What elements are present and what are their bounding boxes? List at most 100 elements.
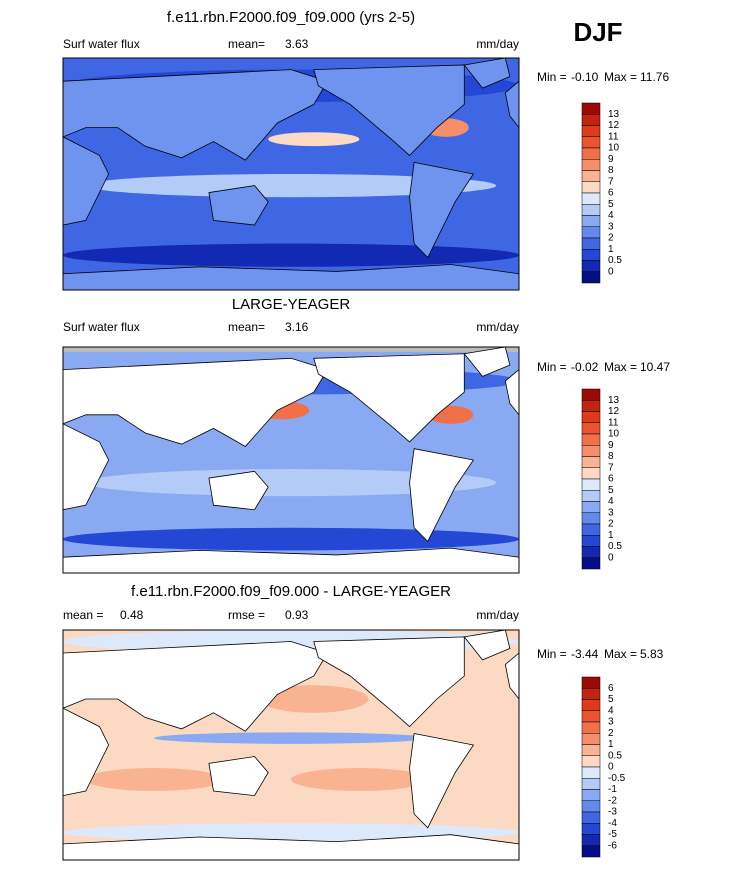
panel-title: LARGE-YEAGER [232, 296, 351, 313]
land [63, 423, 110, 511]
colorbar-label: 5 [608, 199, 614, 210]
colorbar-label: 12 [608, 406, 620, 417]
land [504, 369, 519, 416]
land [208, 185, 269, 226]
field-contour [85, 469, 497, 497]
colorbar-box [581, 226, 601, 239]
variable-label: Surf water flux [63, 37, 140, 51]
colorbar-label: 0 [608, 552, 614, 563]
colorbar-box [581, 388, 601, 401]
colorbar-box [581, 192, 601, 205]
colorbar-box [581, 823, 601, 835]
stat-value: 3.16 [285, 320, 309, 334]
min-label: Min = [537, 647, 567, 661]
land [208, 470, 269, 511]
colorbar-label: 9 [608, 440, 614, 451]
colorbar-label: 7 [608, 462, 614, 473]
colorbar-label: 3 [608, 717, 614, 728]
colorbar-box [581, 721, 601, 734]
min-value: -0.02 [571, 360, 599, 374]
stat-value: 0.93 [285, 608, 309, 622]
colorbar-label: 10 [608, 143, 620, 154]
colorbar-label: 1 [608, 530, 614, 541]
colorbar-box [581, 490, 601, 502]
colorbar-label: -3 [608, 807, 617, 818]
colorbar-box [581, 834, 601, 846]
colorbar-box [581, 260, 601, 272]
colorbar-label: 4 [608, 496, 614, 507]
panel-title: f.e11.rbn.F2000.f09_f09.000 (yrs 2-5) [167, 9, 415, 26]
colorbar-box [581, 789, 601, 801]
colorbar-box [581, 445, 601, 457]
colorbar-label: -1 [608, 784, 617, 795]
field-contour [85, 174, 497, 198]
land [63, 707, 110, 797]
stat-label: mean= [228, 320, 265, 334]
colorbar-box [581, 733, 601, 745]
colorbar-box [581, 800, 601, 813]
land [409, 448, 475, 543]
min-label: Min = [537, 70, 567, 84]
colorbar-box [581, 456, 601, 468]
colorbar-box [581, 766, 601, 779]
land [313, 353, 465, 443]
colorbar-label: 6 [608, 188, 614, 199]
colorbar-label: 8 [608, 451, 614, 462]
panel-title: f.e11.rbn.F2000.f09_f09.000 - LARGE-YEAG… [131, 583, 451, 600]
missing-data [63, 347, 519, 352]
colorbar-label: 3 [608, 221, 614, 232]
field-contour [154, 732, 428, 744]
max-label: Max = [604, 70, 637, 84]
map [63, 630, 519, 860]
min-value: -0.10 [571, 70, 599, 84]
units-label: mm/day [476, 320, 519, 334]
colorbar-box [581, 237, 601, 250]
colorbar-label: 5 [608, 485, 614, 496]
colorbar-box [581, 535, 601, 547]
min-value: -3.44 [571, 647, 599, 661]
colorbar-label: 11 [608, 131, 619, 142]
colorbar-label: -0.5 [608, 773, 626, 784]
min-label: Min = [537, 360, 567, 374]
land [313, 64, 465, 156]
colorbar-box [581, 181, 601, 194]
stat-label: mean = [63, 608, 103, 622]
colorbar-label: 0 [608, 266, 614, 277]
colorbar-box [581, 546, 601, 558]
colorbar-box [581, 147, 601, 160]
colorbar-box [581, 811, 601, 824]
colorbar-box [581, 433, 601, 446]
field-contour [63, 243, 519, 267]
colorbar-box [581, 845, 601, 858]
colorbar-box [581, 744, 601, 756]
field-contour [63, 527, 519, 551]
land [63, 834, 519, 860]
field-contour [85, 768, 223, 791]
colorbar-box [581, 249, 601, 261]
colorbar-box [581, 422, 601, 435]
units-label: mm/day [476, 608, 519, 622]
colorbar-box [581, 136, 601, 149]
colorbar-label: 0.5 [608, 255, 622, 266]
colorbar-label: 8 [608, 165, 614, 176]
colorbar-label: 12 [608, 120, 620, 131]
stat-label: rmse = [228, 608, 265, 622]
colorbar-box [581, 411, 601, 423]
field-contour [268, 132, 360, 147]
colorbar-box [581, 755, 601, 768]
land [208, 756, 269, 797]
colorbar-label: -4 [608, 818, 617, 829]
colorbar-box [581, 501, 601, 513]
stat-value: 0.48 [120, 608, 144, 622]
units-label: mm/day [476, 37, 519, 51]
colorbar-label: 3 [608, 507, 614, 518]
colorbar-box [581, 512, 601, 525]
season-label: DJF [573, 17, 622, 47]
map [63, 347, 519, 573]
land [504, 80, 519, 129]
map-frame [62, 629, 520, 861]
colorbar-label: 2 [608, 233, 614, 244]
colorbar-box [581, 699, 601, 711]
colorbar-label: 9 [608, 154, 614, 165]
stat-label: mean= [228, 37, 265, 51]
